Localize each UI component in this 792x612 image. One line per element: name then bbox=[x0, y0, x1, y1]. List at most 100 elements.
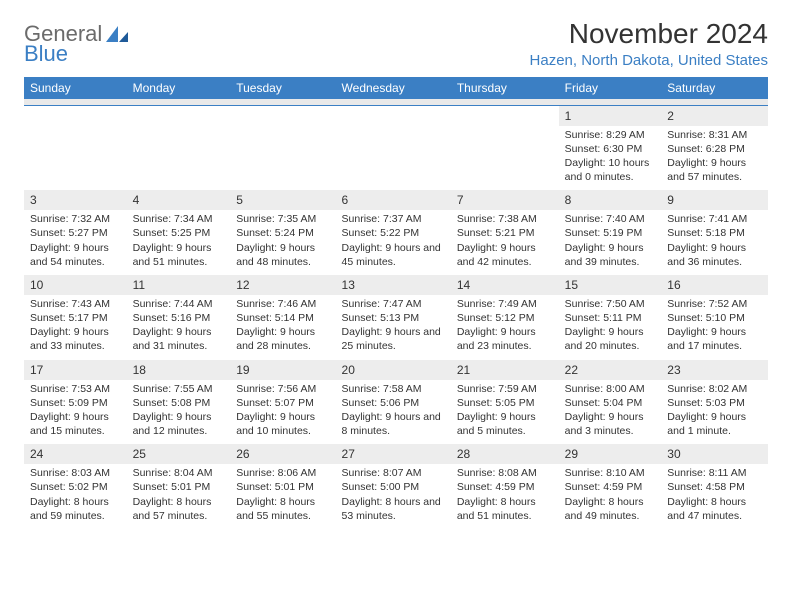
sunrise-text: Sunrise: 7:37 AM bbox=[342, 212, 445, 226]
day-number-cell: 28 bbox=[451, 444, 559, 464]
day-header: Friday bbox=[559, 77, 662, 99]
sunrise-text: Sunrise: 7:55 AM bbox=[133, 382, 225, 396]
day-number-cell: 19 bbox=[230, 360, 335, 380]
day-number-cell: 23 bbox=[661, 360, 768, 380]
sunset-text: Sunset: 5:19 PM bbox=[565, 226, 656, 240]
day-detail-cell: Sunrise: 8:02 AMSunset: 5:03 PMDaylight:… bbox=[661, 380, 768, 445]
day-detail-cell: Sunrise: 8:00 AMSunset: 5:04 PMDaylight:… bbox=[559, 380, 662, 445]
week-daynum-row: 10111213141516 bbox=[24, 275, 768, 295]
day-number-cell bbox=[24, 105, 127, 126]
month-title: November 2024 bbox=[530, 18, 768, 50]
daylight-text: Daylight: 9 hours and 5 minutes. bbox=[457, 410, 553, 438]
sunset-text: Sunset: 5:21 PM bbox=[457, 226, 553, 240]
day-number-cell: 4 bbox=[127, 190, 231, 210]
sunset-text: Sunset: 5:06 PM bbox=[342, 396, 445, 410]
daylight-text: Daylight: 9 hours and 45 minutes. bbox=[342, 241, 445, 269]
week-detail-row: Sunrise: 8:29 AMSunset: 6:30 PMDaylight:… bbox=[24, 126, 768, 191]
daylight-text: Daylight: 8 hours and 47 minutes. bbox=[667, 495, 762, 523]
daylight-text: Daylight: 9 hours and 25 minutes. bbox=[342, 325, 445, 353]
day-number-cell: 11 bbox=[127, 275, 231, 295]
sunrise-text: Sunrise: 7:43 AM bbox=[30, 297, 121, 311]
day-number-cell: 13 bbox=[336, 275, 451, 295]
sunrise-text: Sunrise: 8:11 AM bbox=[667, 466, 762, 480]
day-number-cell: 25 bbox=[127, 444, 231, 464]
day-header: Tuesday bbox=[230, 77, 335, 99]
day-number-cell: 26 bbox=[230, 444, 335, 464]
sunrise-text: Sunrise: 7:50 AM bbox=[565, 297, 656, 311]
day-detail-cell: Sunrise: 8:31 AMSunset: 6:28 PMDaylight:… bbox=[661, 126, 768, 191]
day-detail-cell: Sunrise: 7:52 AMSunset: 5:10 PMDaylight:… bbox=[661, 295, 768, 360]
daylight-text: Daylight: 9 hours and 20 minutes. bbox=[565, 325, 656, 353]
day-detail-cell bbox=[336, 126, 451, 191]
week-detail-row: Sunrise: 7:32 AMSunset: 5:27 PMDaylight:… bbox=[24, 210, 768, 275]
sunrise-text: Sunrise: 7:58 AM bbox=[342, 382, 445, 396]
day-detail-cell: Sunrise: 8:07 AMSunset: 5:00 PMDaylight:… bbox=[336, 464, 451, 529]
sunset-text: Sunset: 5:18 PM bbox=[667, 226, 762, 240]
sunrise-text: Sunrise: 8:02 AM bbox=[667, 382, 762, 396]
day-number-cell: 6 bbox=[336, 190, 451, 210]
title-block: November 2024 Hazen, North Dakota, Unite… bbox=[530, 18, 768, 69]
calendar-page: General Blue November 2024 Hazen, North … bbox=[0, 0, 792, 539]
daylight-text: Daylight: 9 hours and 39 minutes. bbox=[565, 241, 656, 269]
daylight-text: Daylight: 9 hours and 36 minutes. bbox=[667, 241, 762, 269]
daylight-text: Daylight: 9 hours and 23 minutes. bbox=[457, 325, 553, 353]
day-detail-cell bbox=[24, 126, 127, 191]
week-daynum-row: 24252627282930 bbox=[24, 444, 768, 464]
day-detail-cell: Sunrise: 7:58 AMSunset: 5:06 PMDaylight:… bbox=[336, 380, 451, 445]
calendar-table: Sunday Monday Tuesday Wednesday Thursday… bbox=[24, 77, 768, 529]
daylight-text: Daylight: 9 hours and 51 minutes. bbox=[133, 241, 225, 269]
page-header: General Blue November 2024 Hazen, North … bbox=[24, 18, 768, 69]
day-detail-cell bbox=[451, 126, 559, 191]
day-detail-cell: Sunrise: 7:47 AMSunset: 5:13 PMDaylight:… bbox=[336, 295, 451, 360]
day-header: Monday bbox=[127, 77, 231, 99]
day-number-cell: 15 bbox=[559, 275, 662, 295]
sunrise-text: Sunrise: 7:53 AM bbox=[30, 382, 121, 396]
daylight-text: Daylight: 9 hours and 42 minutes. bbox=[457, 241, 553, 269]
daylight-text: Daylight: 9 hours and 17 minutes. bbox=[667, 325, 762, 353]
sunrise-text: Sunrise: 7:59 AM bbox=[457, 382, 553, 396]
daylight-text: Daylight: 8 hours and 53 minutes. bbox=[342, 495, 445, 523]
day-detail-cell: Sunrise: 7:50 AMSunset: 5:11 PMDaylight:… bbox=[559, 295, 662, 360]
daylight-text: Daylight: 9 hours and 57 minutes. bbox=[667, 156, 762, 184]
day-detail-cell: Sunrise: 8:29 AMSunset: 6:30 PMDaylight:… bbox=[559, 126, 662, 191]
day-number-cell: 14 bbox=[451, 275, 559, 295]
daylight-text: Daylight: 9 hours and 8 minutes. bbox=[342, 410, 445, 438]
day-number-cell: 3 bbox=[24, 190, 127, 210]
sunrise-text: Sunrise: 7:35 AM bbox=[236, 212, 329, 226]
sunrise-text: Sunrise: 8:04 AM bbox=[133, 466, 225, 480]
day-number-cell: 8 bbox=[559, 190, 662, 210]
sunrise-text: Sunrise: 7:38 AM bbox=[457, 212, 553, 226]
sunrise-text: Sunrise: 7:52 AM bbox=[667, 297, 762, 311]
day-number-cell: 9 bbox=[661, 190, 768, 210]
day-detail-cell: Sunrise: 7:44 AMSunset: 5:16 PMDaylight:… bbox=[127, 295, 231, 360]
sunset-text: Sunset: 5:00 PM bbox=[342, 480, 445, 494]
sunset-text: Sunset: 5:22 PM bbox=[342, 226, 445, 240]
sunset-text: Sunset: 5:13 PM bbox=[342, 311, 445, 325]
day-header: Sunday bbox=[24, 77, 127, 99]
daylight-text: Daylight: 8 hours and 51 minutes. bbox=[457, 495, 553, 523]
day-detail-cell: Sunrise: 8:10 AMSunset: 4:59 PMDaylight:… bbox=[559, 464, 662, 529]
day-number-cell: 24 bbox=[24, 444, 127, 464]
day-detail-cell: Sunrise: 7:38 AMSunset: 5:21 PMDaylight:… bbox=[451, 210, 559, 275]
daylight-text: Daylight: 9 hours and 54 minutes. bbox=[30, 241, 121, 269]
day-header: Wednesday bbox=[336, 77, 451, 99]
day-detail-cell: Sunrise: 8:03 AMSunset: 5:02 PMDaylight:… bbox=[24, 464, 127, 529]
day-number-cell bbox=[230, 105, 335, 126]
sunrise-text: Sunrise: 8:10 AM bbox=[565, 466, 656, 480]
day-detail-cell bbox=[127, 126, 231, 191]
sunset-text: Sunset: 5:17 PM bbox=[30, 311, 121, 325]
day-detail-cell: Sunrise: 8:06 AMSunset: 5:01 PMDaylight:… bbox=[230, 464, 335, 529]
daylight-text: Daylight: 8 hours and 55 minutes. bbox=[236, 495, 329, 523]
sunrise-text: Sunrise: 7:34 AM bbox=[133, 212, 225, 226]
sunset-text: Sunset: 5:07 PM bbox=[236, 396, 329, 410]
day-detail-cell: Sunrise: 7:53 AMSunset: 5:09 PMDaylight:… bbox=[24, 380, 127, 445]
sunset-text: Sunset: 5:11 PM bbox=[565, 311, 656, 325]
day-detail-cell: Sunrise: 8:04 AMSunset: 5:01 PMDaylight:… bbox=[127, 464, 231, 529]
day-number-cell: 7 bbox=[451, 190, 559, 210]
day-number-cell bbox=[451, 105, 559, 126]
daylight-text: Daylight: 9 hours and 15 minutes. bbox=[30, 410, 121, 438]
sunrise-text: Sunrise: 8:00 AM bbox=[565, 382, 656, 396]
day-number-cell: 30 bbox=[661, 444, 768, 464]
daylight-text: Daylight: 9 hours and 33 minutes. bbox=[30, 325, 121, 353]
daylight-text: Daylight: 9 hours and 48 minutes. bbox=[236, 241, 329, 269]
